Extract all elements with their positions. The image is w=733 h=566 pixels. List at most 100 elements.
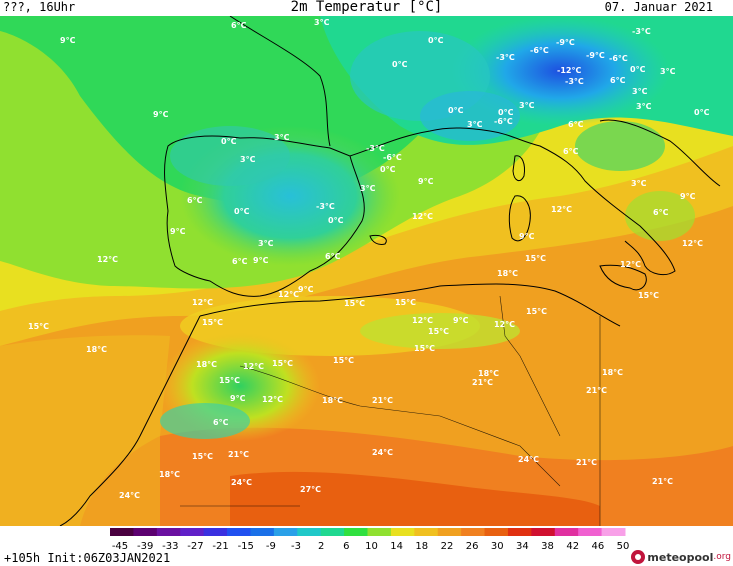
- colorbar-swatch: [531, 528, 556, 536]
- temperature-label: 15°C: [333, 356, 354, 365]
- temperature-label: 18°C: [602, 368, 623, 377]
- colorbar-swatch: [156, 528, 181, 536]
- colorbar-swatch: [414, 528, 439, 536]
- temperature-label: 12°C: [192, 298, 213, 307]
- temperature-label: 21°C: [228, 450, 249, 459]
- colorbar-swatch: [110, 528, 134, 536]
- temperature-label: 0°C: [428, 36, 444, 45]
- temperature-label: 6°C: [232, 257, 248, 266]
- colorbar-swatch: [390, 528, 415, 536]
- colorbar-tick-label: 46: [591, 541, 604, 550]
- temperature-label: 15°C: [344, 299, 365, 308]
- temperature-label: 15°C: [395, 298, 416, 307]
- temperature-label: 3°C: [519, 101, 535, 110]
- temperature-label: 15°C: [414, 344, 435, 353]
- temperature-label: 9°C: [298, 285, 314, 294]
- temperature-label: 3°C: [274, 133, 290, 142]
- colorbar-tick-label: 18: [415, 541, 428, 550]
- temperature-label: 0°C: [448, 106, 464, 115]
- temperature-label: 15°C: [202, 318, 223, 327]
- temperature-label: -12°C: [557, 66, 581, 75]
- temperature-label: 0°C: [630, 65, 646, 74]
- temperature-label: 9°C: [418, 177, 434, 186]
- temperature-label: 15°C: [28, 322, 49, 331]
- temperature-label: 21°C: [652, 477, 673, 486]
- temperature-label: -3°C: [366, 144, 385, 153]
- colorbar-swatch: [578, 528, 603, 536]
- temperature-label: 9°C: [253, 256, 269, 265]
- temperature-label: 15°C: [525, 254, 546, 263]
- temperature-label: 21°C: [576, 458, 597, 467]
- temperature-label: 24°C: [119, 491, 140, 500]
- colorbar-tick-label: 2: [318, 541, 324, 550]
- temperature-label: 6°C: [563, 147, 579, 156]
- colorbar-tick-label: 30: [491, 541, 504, 550]
- temperature-label: 24°C: [372, 448, 393, 457]
- temperature-labels: 9°C6°C 3°C0°C0°C-9°C-3°C-6°C-3°C -9°C -6°C-…: [28, 18, 710, 500]
- colorbar-tick-label: 42: [566, 541, 579, 550]
- temperature-label: 0°C: [694, 108, 710, 117]
- temperature-label: 18°C: [478, 369, 499, 378]
- temperature-label: 0°C: [221, 137, 237, 146]
- colorbar-tick-label: -45: [112, 541, 128, 550]
- colorbar-tick-label: 50: [617, 541, 630, 550]
- temperature-label: 9°C: [680, 192, 696, 201]
- colorbar-tick-label: -39: [137, 541, 153, 550]
- zone-very-hot: [230, 471, 600, 526]
- temperature-label: 9°C: [453, 316, 469, 325]
- temperature-label: 15°C: [219, 376, 240, 385]
- temperature-label: 12°C: [243, 362, 264, 371]
- colorbar-swatch: [180, 528, 205, 536]
- forecast-date: 07. Januar 2021: [604, 0, 713, 14]
- temperature-label: 12°C: [412, 316, 433, 325]
- borders: [180, 295, 601, 526]
- colorbar-swatch: [554, 528, 579, 536]
- temperature-label: 12°C: [412, 212, 433, 221]
- temperature-label: 9°C: [519, 232, 535, 241]
- colorbar-swatches: [110, 528, 626, 536]
- temperature-label: -3°C: [496, 53, 515, 62]
- temperature-label: 15°C: [272, 359, 293, 368]
- temperature-label: 6°C: [213, 418, 229, 427]
- temperature-label: 6°C: [653, 208, 669, 217]
- colorbar-tick-label: 10: [365, 541, 378, 550]
- temperature-label: -3°C: [565, 77, 584, 86]
- temperature-label: -6°C: [494, 117, 513, 126]
- temperature-label: 0°C: [328, 216, 344, 225]
- map-title: 2m Temperatur [°C]: [290, 0, 443, 15]
- colorbar: -45 -39 -33 -27 -21 -15 -9 -3 2 6 10 14 18 22 26 30 34 38…: [110, 528, 630, 550]
- temperature-label: 3°C: [467, 120, 483, 129]
- temperature-label: 3°C: [314, 18, 330, 27]
- temperature-label: 15°C: [638, 291, 659, 300]
- forecast-time-label: ???, 16Uhr: [3, 0, 76, 14]
- colorbar-ticks: -45 -39 -33 -27 -21 -15 -9 -3 2 6 10 14 18 22 26 30 34 38…: [112, 541, 630, 550]
- colorbar-tick-label: -21: [212, 541, 228, 550]
- temperature-label: 6°C: [325, 252, 341, 261]
- colorbar-swatch: [250, 528, 275, 536]
- temperature-label: 21°C: [472, 378, 493, 387]
- temperature-label: 9°C: [153, 110, 169, 119]
- colorbar-tick-label: -27: [187, 541, 203, 550]
- colorbar-swatch: [320, 528, 345, 536]
- meteopool-logo[interactable]: meteopool .org: [631, 549, 731, 565]
- temperature-label: 15°C: [428, 327, 449, 336]
- logo-suffix: .org: [713, 552, 731, 562]
- temperature-label: -6°C: [383, 153, 402, 162]
- temperature-label: 0°C: [498, 108, 514, 117]
- temperature-label: -6°C: [530, 46, 549, 55]
- coastlines: [59, 16, 721, 526]
- temperature-label: 21°C: [372, 396, 393, 405]
- colorbar-tick-label: 34: [516, 541, 529, 550]
- colorbar-tick-label: -9: [266, 541, 276, 550]
- temperature-label: 6°C: [610, 76, 626, 85]
- temperature-label: -6°C: [609, 54, 628, 63]
- colorbar-swatch: [344, 528, 368, 536]
- temperature-label: -3°C: [316, 202, 335, 211]
- colorbar-swatch: [601, 528, 626, 536]
- colorbar-tick-label: 14: [390, 541, 403, 550]
- colorbar-swatch: [203, 528, 228, 536]
- temperature-label: 18°C: [86, 345, 107, 354]
- temperature-label: 27°C: [300, 485, 321, 494]
- temperature-label: 18°C: [196, 360, 217, 369]
- colorbar-swatch: [507, 528, 532, 536]
